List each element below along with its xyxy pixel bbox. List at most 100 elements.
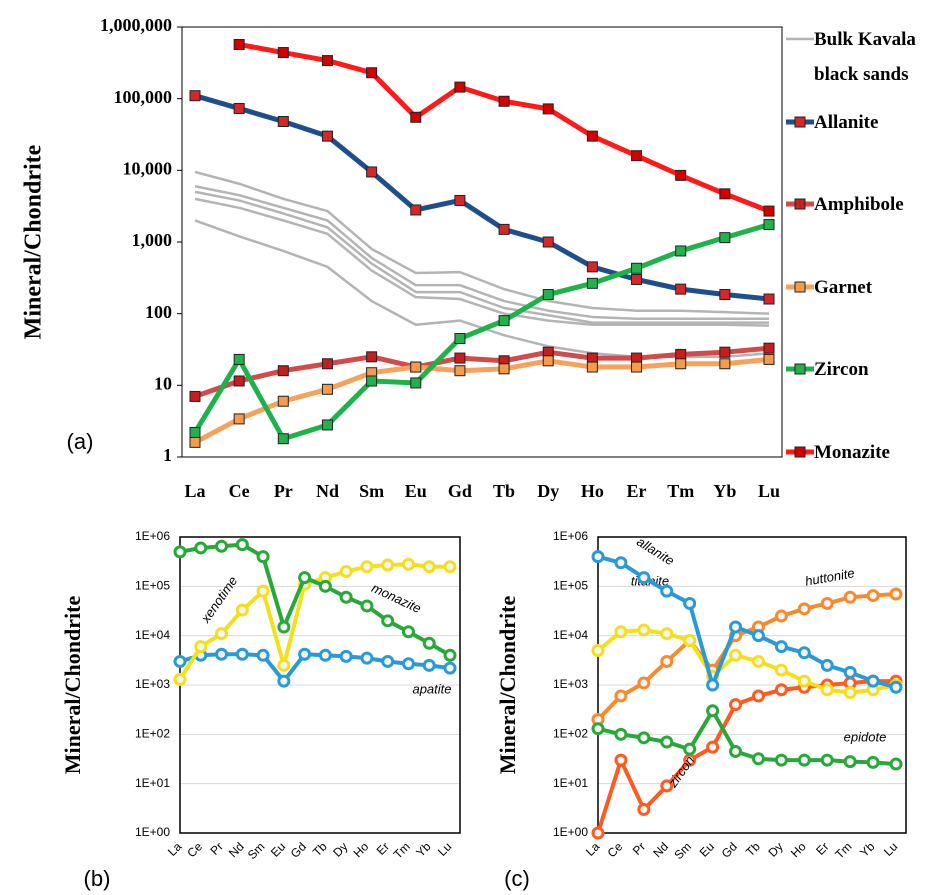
marker bbox=[631, 262, 643, 274]
legend-swatch bbox=[786, 37, 814, 41]
plot-frame bbox=[181, 26, 783, 458]
x-tick-label: Pr bbox=[208, 839, 226, 857]
marker bbox=[339, 564, 353, 578]
x-tick-label: La bbox=[583, 839, 603, 859]
marker bbox=[866, 755, 880, 769]
marker bbox=[751, 752, 765, 766]
marker bbox=[321, 55, 333, 67]
marker bbox=[235, 538, 249, 552]
marker bbox=[233, 102, 245, 114]
marker bbox=[637, 571, 651, 585]
marker bbox=[233, 413, 245, 425]
marker bbox=[277, 620, 291, 634]
marker bbox=[443, 648, 457, 662]
marker bbox=[774, 609, 788, 623]
legend-swatch bbox=[786, 198, 814, 210]
x-tick-label: Yb bbox=[857, 839, 878, 860]
marker bbox=[298, 571, 312, 585]
marker bbox=[194, 541, 208, 555]
x-tick-label: Er bbox=[374, 839, 392, 857]
marker bbox=[614, 753, 628, 767]
marker bbox=[401, 557, 415, 571]
y-tick-label: 1E+01 bbox=[135, 776, 170, 790]
marker bbox=[631, 361, 643, 373]
legend-swatch bbox=[786, 281, 814, 292]
x-tick-label: Tm bbox=[391, 839, 413, 861]
series-label: monazite bbox=[369, 580, 423, 616]
marker bbox=[498, 363, 510, 375]
marker bbox=[318, 579, 332, 593]
y-axis-title: Mineral/Chondrite bbox=[60, 596, 85, 775]
y-tick-label: 1E+06 bbox=[135, 529, 170, 543]
marker bbox=[763, 342, 775, 354]
x-tick-label: Ce bbox=[184, 839, 205, 860]
y-tick-label: 1,000 bbox=[132, 230, 173, 250]
marker bbox=[454, 194, 466, 206]
marker bbox=[820, 596, 834, 610]
y-tick-label: 100 bbox=[145, 302, 172, 322]
x-tick-label: Sm bbox=[245, 839, 268, 862]
x-tick-label: Yb bbox=[413, 839, 434, 860]
marker bbox=[843, 665, 857, 679]
legend-item: Zircon bbox=[786, 352, 926, 435]
legend-swatch bbox=[786, 363, 814, 375]
marker bbox=[321, 358, 333, 370]
marker bbox=[339, 590, 353, 604]
y-tick-label: 1E+04 bbox=[135, 628, 170, 642]
marker bbox=[215, 627, 229, 641]
marker bbox=[256, 550, 270, 564]
marker bbox=[719, 289, 731, 301]
series-line bbox=[194, 170, 770, 315]
y-tick-label: 1 bbox=[163, 445, 172, 465]
x-tick-label: Yb bbox=[713, 481, 736, 501]
series-line bbox=[194, 93, 770, 302]
marker bbox=[233, 375, 245, 387]
marker bbox=[719, 346, 731, 358]
x-tick-label: Lu bbox=[881, 839, 900, 858]
x-tick-label: Nd bbox=[226, 839, 247, 860]
marker bbox=[843, 755, 857, 769]
marker bbox=[719, 232, 731, 244]
legend-item: Monazite bbox=[786, 435, 926, 518]
legend-label: Garnet bbox=[814, 276, 873, 298]
marker bbox=[410, 361, 422, 373]
marker bbox=[277, 116, 289, 128]
y-tick-label: 10 bbox=[154, 373, 172, 393]
marker bbox=[591, 644, 605, 658]
marker bbox=[422, 560, 436, 574]
y-tick-label: 1E+02 bbox=[135, 727, 170, 741]
x-tick-label: Ce bbox=[605, 839, 626, 860]
marker bbox=[498, 315, 510, 327]
marker bbox=[660, 735, 674, 749]
marker bbox=[542, 236, 554, 248]
marker bbox=[443, 661, 457, 675]
legend-item: Amphibole bbox=[786, 187, 926, 270]
marker bbox=[381, 654, 395, 668]
marker bbox=[298, 647, 312, 661]
marker bbox=[360, 560, 374, 574]
marker bbox=[591, 826, 605, 840]
marker bbox=[277, 674, 291, 688]
marker bbox=[321, 419, 333, 431]
marker bbox=[631, 273, 643, 285]
marker bbox=[189, 90, 201, 102]
marker bbox=[683, 742, 697, 756]
marker bbox=[422, 636, 436, 650]
marker bbox=[321, 383, 333, 395]
marker bbox=[797, 674, 811, 688]
legend-marker bbox=[794, 281, 806, 292]
y-tick-label: 1E+00 bbox=[553, 825, 588, 839]
marker bbox=[173, 672, 187, 686]
legend-marker bbox=[794, 198, 806, 210]
marker bbox=[586, 130, 598, 142]
y-tick-label: 1E+00 bbox=[135, 825, 170, 839]
x-tick-label: Tm bbox=[832, 839, 854, 861]
marker bbox=[637, 731, 651, 745]
x-tick-label: Dy bbox=[537, 481, 559, 501]
marker bbox=[366, 166, 378, 178]
y-tick-label: 1E+01 bbox=[553, 776, 588, 790]
marker bbox=[381, 558, 395, 572]
marker bbox=[360, 599, 374, 613]
y-tick-label: 1E+04 bbox=[553, 628, 588, 642]
